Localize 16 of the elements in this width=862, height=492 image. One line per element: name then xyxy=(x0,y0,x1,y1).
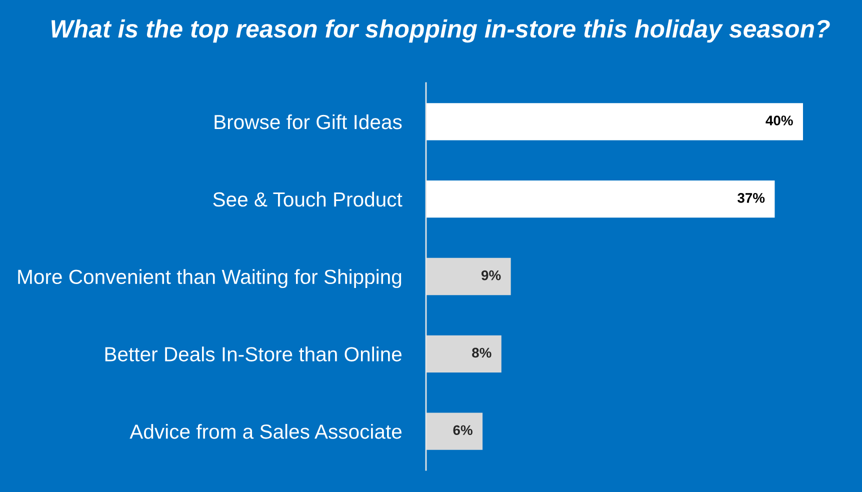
bar xyxy=(426,412,483,450)
chart-title: What is the top reason for shopping in-store this holiday season? xyxy=(52,19,830,43)
bar xyxy=(426,258,511,296)
data-label: 37% xyxy=(738,192,765,203)
data-label: 6% xyxy=(453,425,472,436)
data-label: 40% xyxy=(766,116,793,126)
y-tick-label: Advice from a Sales Associate xyxy=(130,424,402,439)
y-tick-label: Browse for Gift Ideas xyxy=(214,114,402,130)
bar xyxy=(426,103,803,140)
data-label: 8% xyxy=(472,348,492,358)
data-label: 9% xyxy=(482,270,501,280)
bar xyxy=(426,335,502,372)
y-tick-label: More Convenient than Waiting for Shipping xyxy=(18,269,402,288)
bar xyxy=(426,180,775,218)
y-tick-label: Better Deals In-Store than Online xyxy=(105,346,402,362)
y-tick-label: See & Touch Product xyxy=(213,192,402,207)
